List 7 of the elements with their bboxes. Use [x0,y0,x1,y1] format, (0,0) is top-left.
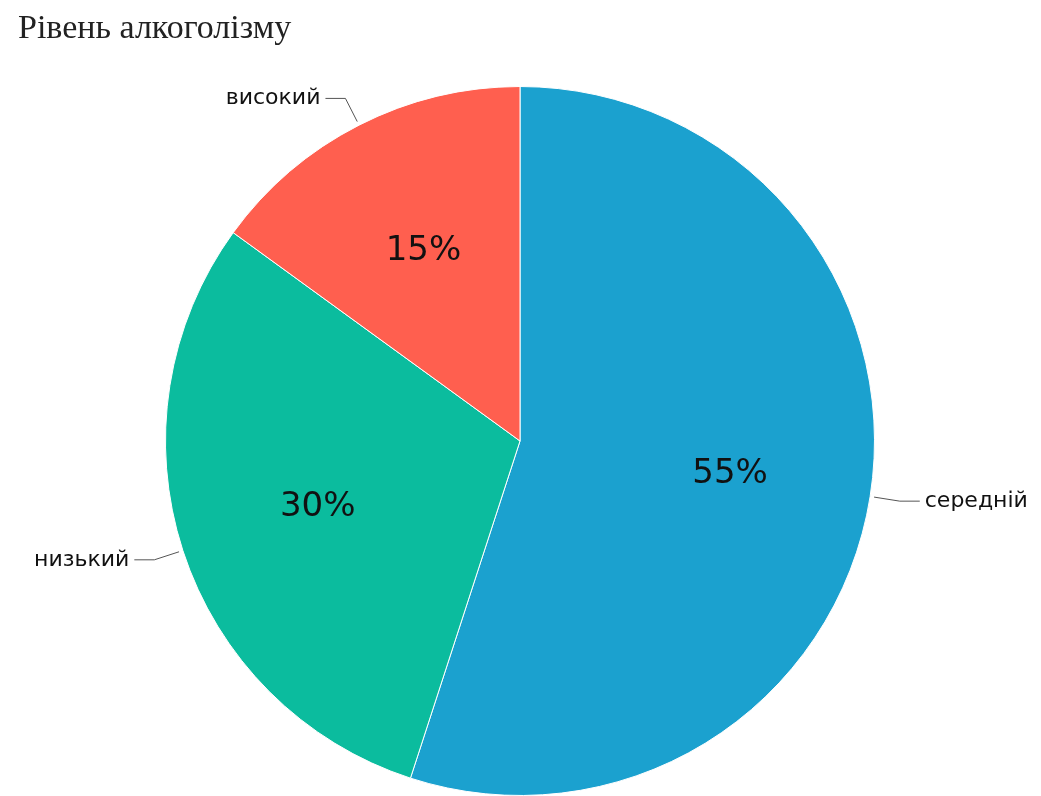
data-label: 15% [385,228,462,269]
data-label: 55% [692,451,768,492]
slice-label: низький [34,545,130,571]
chart-title: Рівень алкоголізму [18,8,292,46]
slice-label: середній [924,486,1028,512]
slice-label: високий [225,84,321,110]
data-label: 30% [279,483,356,524]
